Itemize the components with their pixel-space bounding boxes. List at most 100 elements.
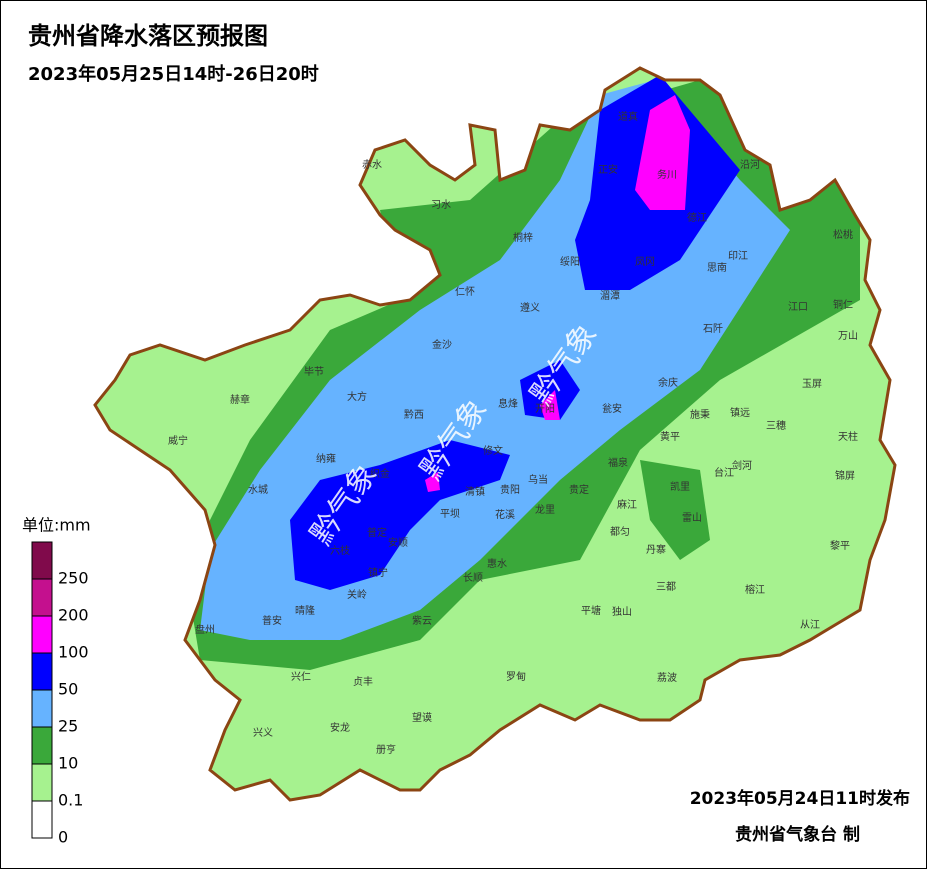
- area-100: [425, 472, 440, 492]
- county-label: 普安: [262, 614, 282, 627]
- county-label: 道真: [618, 110, 638, 123]
- county-label: 锦屏: [835, 469, 855, 482]
- county-label: 台江: [714, 466, 734, 479]
- county-label: 龙里: [535, 503, 555, 516]
- county-label: 乌当: [528, 473, 548, 486]
- county-label: 息烽: [498, 397, 518, 410]
- subtitle: 2023年05月25日14时-26日20时: [28, 63, 319, 85]
- county-label: 修文: [483, 444, 503, 457]
- legend-label: 0.1: [58, 791, 83, 810]
- county-label: 晴隆: [295, 604, 315, 617]
- county-label: 平塘: [581, 604, 601, 617]
- county-label: 剑河: [732, 459, 752, 472]
- county-label: 镇远: [730, 406, 750, 419]
- agency: 贵州省气象台 制: [735, 824, 860, 845]
- title: 贵州省降水落区预报图: [28, 22, 268, 50]
- legend-label: 100: [58, 643, 89, 662]
- county-label: 玉屏: [802, 378, 822, 390]
- county-label: 罗甸: [506, 670, 526, 683]
- county-label: 榕江: [745, 583, 765, 596]
- county-label: 绥阳: [560, 256, 580, 268]
- county-label: 遵义: [520, 301, 540, 314]
- area-100: [540, 390, 560, 420]
- county-label: 三穗: [766, 419, 786, 432]
- county-label: 贞丰: [353, 675, 373, 688]
- area-50: [520, 360, 580, 420]
- county-label: 思南: [707, 261, 727, 274]
- county-label: 福泉: [608, 456, 628, 469]
- county-label: 余庆: [658, 376, 678, 389]
- legend-label: 0: [58, 828, 68, 847]
- county-label: 花溪: [495, 508, 515, 521]
- county-label: 万山: [838, 330, 858, 342]
- legend-label: 25: [58, 717, 78, 736]
- county-label: 湄潭: [600, 290, 620, 302]
- legend-swatch: [31, 800, 53, 839]
- county-label: 金沙: [432, 338, 452, 351]
- county-label: 册亨: [376, 743, 396, 756]
- county-label: 丹寨: [646, 543, 666, 556]
- county-label: 惠水: [487, 557, 507, 570]
- legend-label: 250: [58, 569, 89, 588]
- county-label: 黔西: [404, 408, 424, 421]
- county-label: 镇宁: [368, 566, 388, 579]
- county-label: 雷山: [682, 512, 702, 524]
- county-label: 松桃: [833, 228, 853, 241]
- county-label: 印江: [728, 250, 748, 262]
- county-label: 大方: [347, 390, 367, 403]
- county-label: 凯里: [670, 480, 690, 493]
- issue-time: 2023年05月24日11时发布: [690, 788, 910, 809]
- county-label: 独山: [612, 605, 632, 618]
- legend-swatch: [31, 726, 53, 765]
- legend-swatch: [31, 541, 53, 580]
- county-label: 兴仁: [291, 671, 311, 683]
- county-label: 长顺: [463, 572, 483, 584]
- area-100: [635, 95, 690, 210]
- county-label: 仁怀: [455, 286, 475, 298]
- legend-swatch: [31, 578, 53, 617]
- county-label: 凤冈: [635, 256, 655, 268]
- county-label: 黄平: [660, 430, 680, 443]
- county-label: 天柱: [838, 430, 858, 443]
- county-label: 铜仁: [833, 299, 853, 311]
- county-label: 平坝: [440, 508, 460, 520]
- county-label: 施秉: [690, 408, 710, 421]
- county-label: 贵定: [569, 483, 589, 496]
- county-label: 正安: [598, 163, 618, 176]
- county-label: 从江: [800, 619, 820, 631]
- county-label: 都匀: [610, 526, 630, 538]
- county-label: 兴义: [253, 727, 273, 739]
- county-label: 织金: [370, 467, 390, 480]
- county-label: 毕节: [304, 365, 324, 378]
- county-label: 关岭: [347, 588, 367, 601]
- county-label: 务川: [657, 168, 677, 181]
- county-label: 瓮安: [602, 402, 622, 415]
- county-label: 桐梓: [513, 231, 533, 244]
- county-label: 威宁: [168, 434, 188, 447]
- county-label: 紫云: [412, 615, 432, 627]
- county-label: 沿河: [740, 159, 760, 171]
- legend-swatch: [31, 652, 53, 691]
- county-label: 三都: [656, 581, 676, 593]
- legend-swatch: [31, 763, 53, 802]
- legend-swatch: [31, 689, 53, 728]
- legend-unit: 单位:mm: [22, 516, 91, 535]
- county-label: 安龙: [330, 721, 350, 734]
- county-label: 盘州: [195, 623, 215, 636]
- county-label: 习水: [431, 199, 451, 211]
- county-label: 六枝: [330, 544, 350, 557]
- county-label: 德江: [687, 211, 707, 224]
- legend-label: 50: [58, 680, 78, 699]
- county-label: 赤水: [362, 159, 382, 171]
- county-label: 荔波: [657, 671, 677, 684]
- county-label: 麻江: [617, 498, 637, 511]
- county-label: 石阡: [703, 323, 723, 335]
- county-label: 望谟: [412, 711, 432, 724]
- legend-label: 10: [58, 754, 78, 773]
- county-label: 江口: [788, 301, 808, 313]
- legend-label: 200: [58, 606, 89, 625]
- county-label: 水城: [248, 484, 268, 496]
- county-label: 黎平: [830, 539, 850, 552]
- area-50: [290, 440, 510, 590]
